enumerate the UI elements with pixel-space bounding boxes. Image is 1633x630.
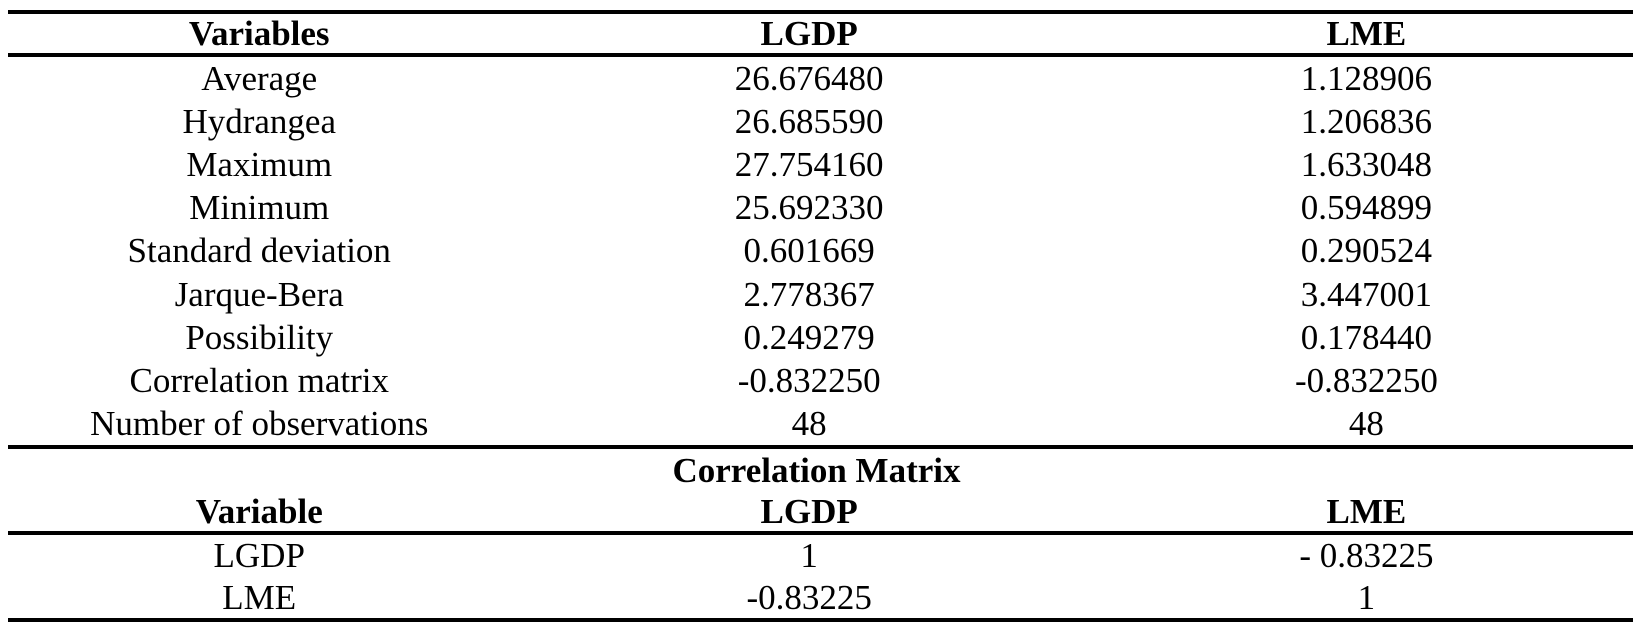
table-cell-lme: 0.290524 (1300, 231, 1433, 271)
section-separator-rule (8, 445, 1633, 449)
table-cell-label: LME (222, 577, 297, 617)
table-row: Number of observations 48 48 (0, 402, 1633, 445)
table-cell-label: Number of observations (90, 403, 429, 443)
descriptive-table-body: Average 26.676480 1.128906 Hydrangea 26.6855… (0, 57, 1633, 445)
table-cell-lme: - 0.83225 (1299, 536, 1434, 576)
table-row: Average 26.676480 1.128906 (0, 57, 1633, 100)
correlation-table-body: LGDP 1- 0.83225 LME -0.83225 1 (0, 535, 1633, 618)
correlation-header-separator-rule (8, 531, 1633, 535)
table-cell-lgdp: 1 (800, 536, 818, 576)
table-cell-label: Possibility (185, 317, 334, 357)
table-cell-lgdp: 25.692330 (734, 188, 884, 228)
column-header-lme: LME (1326, 14, 1407, 53)
table-row: Hydrangea 26.685590 1.206836 (0, 100, 1633, 143)
table-cell-label: Correlation matrix (129, 360, 389, 400)
table-row: Jarque-Bera 2.778367 3.447001 (0, 273, 1633, 316)
table-cell-lme: 48 (1348, 403, 1384, 443)
table-row: LME -0.83225 1 (0, 577, 1633, 619)
table-cell-lgdp: 2.778367 (743, 274, 875, 314)
table-top-rule (8, 10, 1633, 14)
table-cell-label: Minimum (189, 188, 330, 228)
table-cell-label: Maximum (186, 145, 333, 185)
correlation-matrix-title: Correlation Matrix (672, 451, 961, 490)
table-cell-lme: 1.633048 (1300, 145, 1433, 185)
table-cell-lgdp: 27.754160 (734, 145, 884, 185)
correlation-table-header-row: Variable LGDP LME (0, 492, 1633, 531)
table-cell-label: Standard deviation (127, 231, 391, 271)
table-cell-lme: -0.832250 (1294, 360, 1438, 400)
table-row: Maximum 27.754160 1.633048 (0, 143, 1633, 186)
table-cell-lme: 0.178440 (1300, 317, 1433, 357)
table-cell-lgdp: 48 (791, 403, 827, 443)
top-margin (0, 0, 1633, 10)
table-row: Standard deviation 0.601669 0.290524 (0, 229, 1633, 272)
table-cell-lme: 1.128906 (1300, 59, 1433, 99)
table-row: LGDP 1 - 0.83225 (0, 535, 1633, 577)
table-row: Correlation matrix -0.832250 -0.832250 (0, 359, 1633, 402)
table-row: Minimum 25.692330 0.594899 (0, 186, 1633, 229)
table-cell-lme: 1.206836 (1300, 102, 1433, 142)
table-cell-lme: 0.594899 (1300, 188, 1433, 228)
column-header-lgdp: LGDP (760, 14, 858, 53)
bottom-margin (0, 622, 1633, 630)
correlation-matrix-title-row: Correlation Matrix (0, 449, 1633, 492)
column-header-corr-lgdp: LGDP (760, 492, 858, 531)
table-cell-lgdp: 26.685590 (734, 102, 884, 142)
table-cell-label: LGDP (213, 536, 305, 576)
table-cell-lme: 3.447001 (1300, 274, 1433, 314)
table-cell-lme: 1 (1357, 577, 1376, 617)
table-cell-label: Average (201, 59, 318, 99)
table-cell-label: Jarque-Bera (174, 274, 344, 314)
header-separator-rule (8, 53, 1633, 57)
table-cell-lgdp: 0.249279 (743, 317, 875, 357)
table-cell-lgdp: -0.83225 (746, 577, 872, 617)
column-header-variables: Variables (188, 14, 330, 53)
table-row: Possibility 0.249279 0.178440 (0, 316, 1633, 359)
table-cell-lgdp: 26.676480 (734, 59, 884, 99)
table-cell-label: Hydrangea (182, 102, 336, 142)
column-header-corr-lme: LME (1326, 492, 1407, 531)
table-cell-lgdp: 0.601669 (743, 231, 875, 271)
table-bottom-rule (8, 618, 1633, 622)
descriptive-table-header-row: Variables LGDP LME (0, 14, 1633, 53)
column-header-variable: Variable (195, 492, 323, 531)
table-cell-lgdp: -0.832250 (737, 360, 881, 400)
